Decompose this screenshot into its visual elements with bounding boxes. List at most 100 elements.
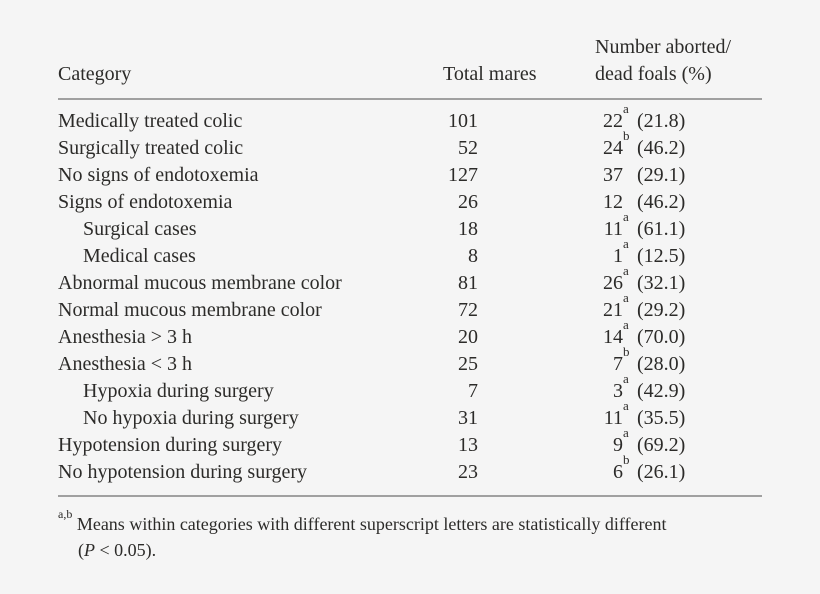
row-total-mares-value: 25 [458,353,478,375]
foal-count-value: 9 [613,434,623,456]
row-total-mares-value: 127 [448,164,478,186]
foal-count-value: 11 [603,218,623,240]
row-category-label: No hypotension during surgery [58,461,308,483]
foal-superscript: a [623,290,629,305]
footnote-text: Means within categories with different s… [76,514,667,534]
foal-count-value: 24 [603,137,623,159]
foal-superscript: a [623,209,629,224]
row-category-label: Hypotension during surgery [58,434,283,456]
row-foals-cell: 6 b (26.1) [478,452,686,486]
row-category-label: Normal mucous membrane color [58,299,322,321]
row-category-label: No signs of endotoxemia [58,164,259,186]
foal-percent-value: (42.9) [637,380,686,402]
row-foals-cell: 11 a (61.1) [478,209,686,243]
foal-percent-value: (46.2) [637,137,686,159]
foal-count-value: 6 [613,461,623,483]
foal-percent-value: (28.0) [637,353,686,375]
footnote-pvalue-p: P [84,540,95,560]
row-total-mares-value: 18 [458,218,478,240]
row-total-mares-value: 13 [458,434,478,456]
table-row: Medically treated colic 101 22 a (21.8) [58,101,820,135]
table-row: Anesthesia > 3 h 20 14 a (70.0) [58,317,820,351]
foal-percent-value: (46.2) [637,191,686,213]
row-foals-cell: 12 (46.2) [478,189,685,216]
header-divider-rule [58,98,762,100]
row-total-mares-value: 72 [458,299,478,321]
row-category-label: Abnormal mucous membrane color [58,272,342,294]
row-foals-cell: 1 a (12.5) [478,236,686,270]
table-footnote: a,b Means within categories with differe… [58,506,820,563]
table-row: Signs of endotoxemia 26 12 (46.2) [58,189,820,216]
column-header-aborted-foals: Number aborted/ dead foals (%) [595,34,795,88]
table-row: Medical cases 8 1 a (12.5) [58,236,820,270]
foal-superscript: a [623,425,629,440]
row-total-mares-value: 7 [468,380,478,402]
row-foals-cell: 7 b (28.0) [478,344,686,378]
table-row: Anesthesia < 3 h 25 7 b (28.0) [58,344,820,378]
foal-superscript: a [623,398,629,413]
footnote-pvalue: (P < 0.05). [78,537,820,563]
foal-superscript: a [623,317,629,332]
row-foals-cell: 26 a (32.1) [478,263,685,297]
table-row: No hypoxia during surgery 31 11 a (35.5) [58,398,820,432]
foal-count-value: 14 [603,326,623,348]
foal-superscript: a [623,263,629,278]
row-total-mares-value: 52 [458,137,478,159]
row-category-label: Anesthesia > 3 h [58,326,193,348]
foal-count-value: 3 [613,380,623,402]
row-foals-cell: 11 a (35.5) [478,398,686,432]
foal-superscript [623,155,637,182]
row-category-label: Hypoxia during surgery [83,380,274,402]
row-foals-cell: 24 b (46.2) [478,128,686,162]
row-total-mares-value: 31 [458,407,478,429]
foal-count-value: 1 [613,245,623,267]
row-category-label: No hypoxia during surgery [83,407,299,429]
foal-superscript [623,182,637,209]
foal-superscript: b [623,344,630,359]
row-category-label: Surgically treated colic [58,137,244,159]
row-category-label: Medically treated colic [58,110,243,132]
foal-count-value: 22 [603,110,623,132]
table-row: Hypotension during surgery 13 9 a (69.2) [58,425,820,459]
row-total-mares-value: 20 [458,326,478,348]
foal-percent-value: (69.2) [637,434,686,456]
foal-superscript: a [623,371,629,386]
row-total-mares-value: 81 [458,272,478,294]
table-row: No signs of endotoxemia 127 37 (29.1) [58,162,820,189]
row-foals-cell: 9 a (69.2) [478,425,686,459]
foal-superscript: b [623,452,630,467]
foal-percent-value: (21.8) [637,110,686,132]
row-total-mares-value: 101 [448,110,478,132]
row-total-mares-value: 8 [468,245,478,267]
footnote-pvalue-open: ( [78,540,84,560]
footer-divider-rule [58,495,762,497]
foal-percent-value: (26.1) [637,461,686,483]
row-foals-cell: 22 a (21.8) [478,101,686,135]
column-header-aborted-foals-line1: Number aborted/ [595,36,732,58]
foal-count-value: 12 [603,191,623,213]
column-header-aborted-foals-line2: dead foals (%) [595,63,712,85]
foal-count-value: 7 [613,353,623,375]
table-header-row: Category Total mares Number aborted/ dea… [0,0,820,88]
foal-percent-value: (61.1) [637,218,686,240]
foal-percent-value: (29.1) [637,164,686,186]
foal-count-value: 37 [603,164,623,186]
foal-count-value: 11 [603,407,623,429]
row-foals-cell: 3 a (42.9) [478,371,686,405]
row-category-label: Surgical cases [83,218,197,240]
foal-percent-value: (12.5) [637,245,686,267]
table-row: Abnormal mucous membrane color 81 26 a (32… [58,263,820,297]
footnote-pvalue-rest: < 0.05). [95,540,157,560]
footnote-superscript: a,b [58,507,73,521]
column-header-total-mares: Total mares [443,63,537,85]
foal-count-value: 26 [603,272,623,294]
foal-percent-value: (35.5) [637,407,686,429]
row-foals-cell: 14 a (70.0) [478,317,685,351]
column-header-category: Category [58,63,132,85]
foal-superscript: b [623,128,630,143]
table-body: Medically treated colic 101 22 a (21.8) Su… [0,100,820,486]
table-row: Surgical cases 18 11 a (61.1) [58,209,820,243]
foal-percent-value: (29.2) [637,299,686,321]
row-category-label: Signs of endotoxemia [58,191,233,213]
